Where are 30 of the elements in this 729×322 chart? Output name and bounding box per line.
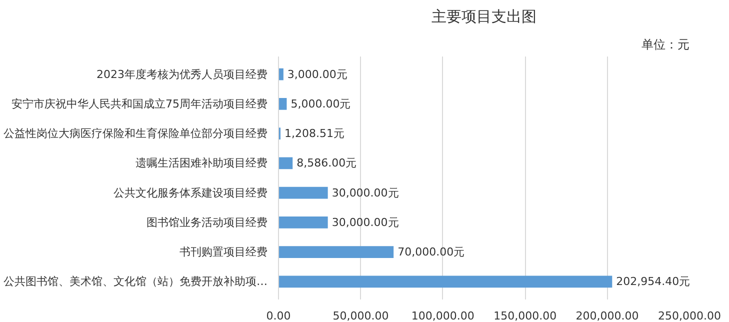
x-tick-label: 150,000.00 xyxy=(494,310,557,322)
y-tick-label: 书刊购置项目经费 xyxy=(180,246,268,259)
x-tick-label: 0.00 xyxy=(266,310,291,322)
y-tick-label: 安宁市庆祝中华人民共和国成立75周年活动项目经费 xyxy=(12,97,268,110)
x-tick-label: 50,000.00 xyxy=(332,310,389,322)
bar xyxy=(278,276,612,288)
x-tick-label: 250,000.00 xyxy=(658,310,721,322)
bar xyxy=(278,98,287,110)
x-tick-label: 100,000.00 xyxy=(411,310,474,322)
data-label: 5,000.00元 xyxy=(290,97,351,110)
data-label: 3,000.00元 xyxy=(287,68,348,81)
data-label: 202,954.40元 xyxy=(616,275,690,288)
x-tick-label: 200,000.00 xyxy=(576,310,639,322)
bar xyxy=(278,186,328,199)
bar xyxy=(278,246,394,258)
bar xyxy=(278,216,328,228)
data-label: 70,000.00元 xyxy=(398,246,465,259)
y-tick-label: 遗嘱生活困难补助项目经费 xyxy=(136,156,268,170)
text: 单位：元 xyxy=(642,38,690,52)
data-label: 1,208.51元 xyxy=(284,127,344,140)
chart-title: 主要项目支出图 xyxy=(432,8,536,26)
data-label: 30,000.00元 xyxy=(332,186,399,200)
y-tick-label: 公共文化服务体系建设项目经费 xyxy=(114,186,268,200)
y-tick-label: 公益性岗位大病医疗保险和生育保险单位部分项目经费 xyxy=(4,127,268,140)
y-tick-label: 2023年度考核为优秀人员项目经费 xyxy=(96,68,268,81)
bar xyxy=(278,157,293,170)
y-tick-label: 公共图书馆、美术馆、文化馆（站）免费开放补助项… xyxy=(4,275,268,288)
y-tick-label: 图书馆业务活动项目经费 xyxy=(146,216,268,229)
data-label: 30,000.00元 xyxy=(332,216,399,229)
data-label: 8,586.00元 xyxy=(296,156,357,170)
